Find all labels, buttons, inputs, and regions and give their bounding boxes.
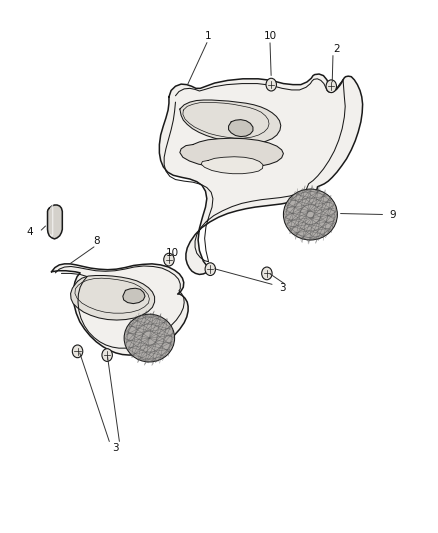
Circle shape bbox=[102, 349, 113, 361]
Polygon shape bbox=[159, 74, 363, 274]
Polygon shape bbox=[201, 157, 263, 174]
Polygon shape bbox=[123, 288, 145, 304]
Polygon shape bbox=[180, 100, 281, 143]
Text: 4: 4 bbox=[26, 227, 33, 237]
Text: 9: 9 bbox=[390, 209, 396, 220]
Ellipse shape bbox=[124, 314, 175, 362]
Text: 3: 3 bbox=[279, 282, 286, 293]
Circle shape bbox=[205, 263, 215, 276]
Polygon shape bbox=[71, 276, 155, 320]
Text: 8: 8 bbox=[93, 236, 99, 246]
Text: 10: 10 bbox=[166, 248, 179, 259]
Circle shape bbox=[72, 345, 83, 358]
Text: 10: 10 bbox=[263, 31, 276, 41]
Polygon shape bbox=[180, 138, 283, 168]
Text: 3: 3 bbox=[112, 443, 119, 453]
Circle shape bbox=[266, 78, 276, 91]
Circle shape bbox=[261, 267, 272, 280]
Polygon shape bbox=[47, 205, 62, 239]
Text: 2: 2 bbox=[333, 44, 340, 54]
Text: 1: 1 bbox=[205, 31, 212, 41]
Polygon shape bbox=[229, 119, 253, 136]
Circle shape bbox=[164, 253, 174, 266]
Polygon shape bbox=[51, 264, 188, 355]
Circle shape bbox=[326, 80, 336, 93]
Ellipse shape bbox=[283, 189, 337, 240]
